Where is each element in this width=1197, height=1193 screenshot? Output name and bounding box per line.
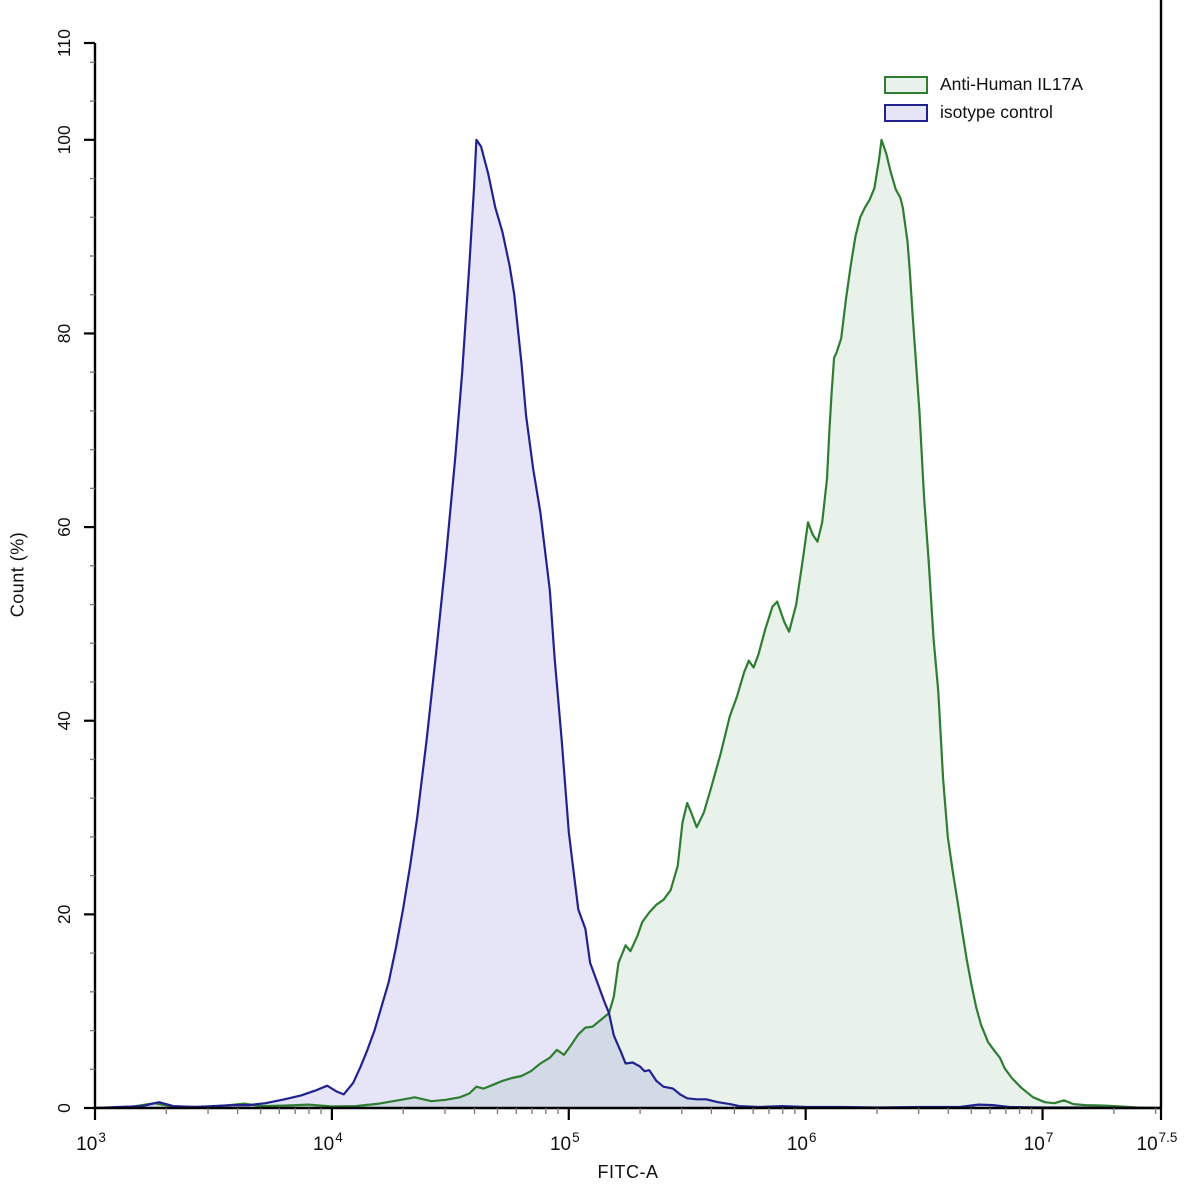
legend-label: isotype control bbox=[940, 102, 1053, 122]
legend-label: Anti-Human IL17A bbox=[940, 74, 1083, 94]
y-axis-title: Count (%) bbox=[7, 531, 28, 618]
x-tick-label: 104 bbox=[313, 1130, 343, 1155]
y-tick-label: 80 bbox=[54, 323, 74, 343]
y-tick-label: 110 bbox=[54, 29, 74, 57]
x-tick-label: 107 bbox=[1024, 1130, 1054, 1155]
y-tick-label: 100 bbox=[54, 125, 74, 154]
curve-fill-anti-human-il17a bbox=[95, 139, 1161, 1109]
y-tick-label: 0 bbox=[54, 1103, 74, 1113]
y-tick-label: 20 bbox=[54, 904, 74, 924]
legend-item-isotype-control: isotype control bbox=[884, 102, 1083, 123]
legend-swatch-isotype-control bbox=[884, 103, 928, 122]
curve-isotype-control bbox=[93, 138, 1163, 1110]
y-tick-label: 60 bbox=[54, 517, 74, 537]
x-axis-title: FITC-A bbox=[597, 1162, 659, 1182]
legend-item-anti-human-il17a: Anti-Human IL17A bbox=[884, 74, 1083, 95]
legend-swatch-anti-human-il17a bbox=[884, 75, 928, 94]
x-tick-label: 103 bbox=[76, 1130, 106, 1155]
x-tick-label: 107.5 bbox=[1137, 1130, 1178, 1155]
x-tick-label: 106 bbox=[787, 1130, 817, 1155]
y-tick-label: 40 bbox=[54, 711, 74, 731]
legend: Anti-Human IL17A isotype control bbox=[884, 74, 1083, 123]
curve-anti-human-il17a bbox=[93, 138, 1163, 1110]
x-tick-label: 105 bbox=[550, 1130, 580, 1155]
